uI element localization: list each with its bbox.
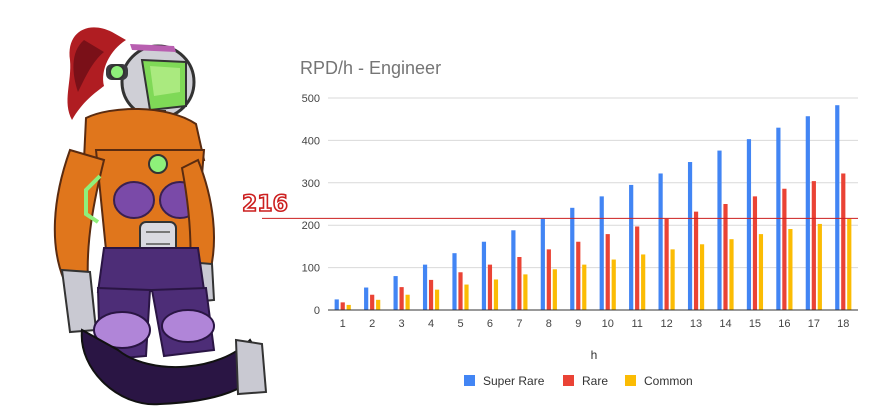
bar-common: [729, 239, 734, 310]
bar-rare: [693, 211, 699, 310]
bar-rare: [487, 264, 493, 310]
x-axis-title: h: [591, 348, 598, 362]
y-tick-label: 500: [302, 93, 320, 105]
character-illustration: [53, 27, 268, 406]
x-tick-label: 13: [690, 318, 702, 330]
bar-super-rare: [629, 184, 634, 310]
y-tick-label: 0: [314, 305, 320, 317]
x-tick-label: 2: [369, 318, 375, 330]
bar-common: [523, 274, 528, 310]
x-tick-label: 7: [516, 318, 522, 330]
y-tick-label: 100: [302, 263, 320, 275]
bar-super-rare: [422, 264, 428, 310]
y-tick-label: 200: [302, 220, 320, 232]
bar-rare: [752, 196, 758, 310]
bar-super-rare: [687, 162, 693, 310]
bar-super-rare: [717, 150, 722, 310]
bar-common: [758, 234, 764, 310]
bar-common: [464, 284, 469, 310]
bar-rare: [546, 249, 551, 310]
bar-super-rare: [805, 116, 810, 311]
x-axis-ticks: 1 2 3 4 5 6 7 8 9 10 11 12 13 14 15 16 17 18: [340, 318, 850, 330]
x-tick-label: 6: [487, 318, 493, 330]
bar-super-rare: [511, 230, 516, 310]
x-tick-label: 18: [837, 318, 849, 330]
bar-common: [493, 279, 499, 310]
bar-common: [670, 249, 675, 310]
bar-super-rare: [746, 139, 752, 310]
legend-label: Rare: [582, 374, 608, 388]
bar-common: [434, 289, 440, 310]
legend-label: Super Rare: [483, 374, 545, 388]
bar-rare: [605, 234, 610, 310]
bar-common: [346, 304, 351, 310]
bar-rare: [635, 226, 640, 310]
bar-super-rare: [452, 253, 457, 310]
x-tick-label: 5: [457, 318, 463, 330]
bar-rare: [664, 218, 669, 310]
x-tick-label: 4: [428, 318, 434, 330]
bar-common: [405, 294, 410, 310]
bar-common: [552, 269, 557, 310]
bar-super-rare: [334, 299, 339, 310]
bar-rare: [399, 287, 404, 310]
bar-rare: [340, 302, 345, 310]
bar-common: [847, 218, 852, 310]
bar-rare: [723, 204, 728, 310]
x-tick-label: 10: [602, 318, 614, 330]
legend-swatch: [563, 375, 574, 386]
bar-rare: [517, 257, 522, 310]
bar-rare: [841, 173, 846, 310]
bar-super-rare: [364, 287, 369, 310]
bar-common: [582, 264, 587, 310]
x-tick-label: 14: [719, 318, 731, 330]
bar-common: [788, 229, 793, 310]
bar-super-rare: [570, 207, 575, 310]
x-tick-label: 11: [631, 318, 642, 330]
x-tick-label: 9: [575, 318, 581, 330]
bars: [334, 105, 852, 311]
chart-title: RPD/h - Engineer: [300, 58, 441, 78]
bar-super-rare: [658, 173, 663, 310]
x-tick-label: 12: [660, 318, 672, 330]
legend-label: Common: [644, 374, 693, 388]
bar-common: [817, 223, 822, 310]
bar-common: [376, 299, 381, 310]
x-tick-label: 16: [778, 318, 790, 330]
bar-common: [641, 254, 646, 310]
y-tick-label: 400: [302, 135, 320, 147]
bar-super-rare: [599, 196, 604, 310]
bar-common: [611, 259, 616, 310]
bar-super-rare: [481, 241, 487, 310]
bar-rare: [576, 241, 581, 310]
gridlines: [328, 97, 858, 269]
bar-super-rare: [393, 276, 398, 310]
legend-swatch: [464, 375, 475, 386]
x-tick-label: 3: [399, 318, 405, 330]
bar-rare: [428, 279, 434, 310]
x-tick-label: 17: [808, 318, 820, 330]
bar-super-rare: [835, 105, 840, 310]
bar-rare: [370, 294, 375, 310]
bar-rare: [458, 272, 463, 310]
bar-common: [699, 244, 705, 310]
x-tick-label: 1: [340, 318, 346, 330]
legend: Super Rare Rare Common: [464, 374, 693, 388]
y-tick-label: 300: [302, 178, 320, 190]
reference-line-label: 216: [242, 192, 288, 217]
bar-rare: [782, 188, 787, 310]
bar-rare: [811, 181, 816, 310]
bar-super-rare: [540, 218, 545, 310]
x-tick-label: 8: [546, 318, 552, 330]
legend-swatch: [625, 375, 636, 386]
x-tick-label: 15: [749, 318, 761, 330]
y-axis-ticks: 0 100 200 300 400 500: [302, 93, 320, 317]
